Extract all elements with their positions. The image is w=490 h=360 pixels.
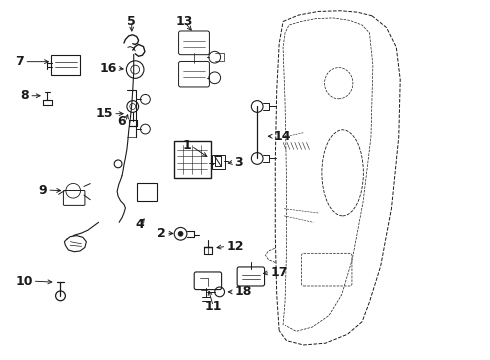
Circle shape (178, 231, 183, 236)
Text: 2: 2 (157, 226, 166, 239)
Text: 14: 14 (273, 130, 291, 143)
Text: 1: 1 (183, 139, 191, 152)
Text: 6: 6 (117, 116, 125, 129)
Text: 10: 10 (15, 275, 33, 288)
Text: 5: 5 (127, 15, 136, 28)
Text: 15: 15 (96, 107, 113, 120)
Text: 11: 11 (204, 300, 222, 313)
Text: 7: 7 (16, 55, 24, 68)
Text: 8: 8 (21, 89, 29, 102)
Text: 12: 12 (226, 240, 244, 253)
Text: 3: 3 (234, 156, 243, 168)
Text: 13: 13 (175, 15, 193, 28)
Text: 16: 16 (100, 62, 117, 75)
Text: 4: 4 (136, 218, 145, 231)
Text: 17: 17 (270, 266, 288, 279)
Text: 18: 18 (234, 285, 252, 298)
Text: 9: 9 (39, 184, 48, 197)
